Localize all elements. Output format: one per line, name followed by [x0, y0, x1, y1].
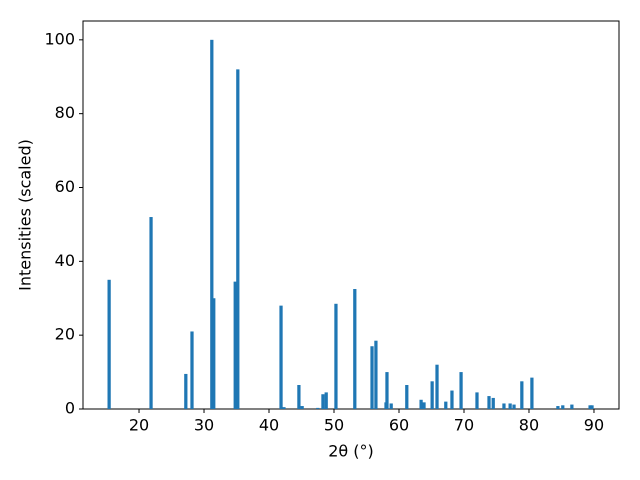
bar [419, 399, 423, 409]
bar [570, 404, 574, 409]
bar [233, 281, 237, 409]
x-tick-label: 30 [194, 416, 214, 435]
y-tick-label: 100 [44, 29, 75, 48]
bar [430, 381, 434, 409]
bar [520, 381, 524, 409]
bar [590, 405, 594, 409]
bar [450, 390, 454, 409]
bar [236, 69, 240, 409]
bar [435, 364, 439, 409]
plot-frame [82, 20, 620, 410]
bar [508, 403, 512, 409]
bar [149, 217, 153, 409]
bar [370, 346, 374, 409]
bar [512, 404, 516, 409]
bar [321, 394, 325, 409]
x-tick-label: 70 [454, 416, 474, 435]
x-tick-label: 90 [584, 416, 604, 435]
x-tick-label: 40 [259, 416, 279, 435]
bar [444, 401, 448, 409]
bar [212, 298, 216, 409]
bar [588, 405, 592, 409]
bar [422, 402, 426, 409]
bar [491, 397, 495, 409]
bar [561, 405, 565, 409]
bar [530, 377, 534, 409]
y-tick-label: 80 [55, 103, 75, 122]
bar [487, 396, 491, 409]
bar [190, 331, 194, 409]
bar [405, 385, 409, 409]
bar [556, 406, 560, 409]
bar [324, 392, 328, 409]
bar [279, 305, 283, 409]
bar [184, 373, 188, 409]
y-tick-label: 0 [65, 399, 75, 418]
y-axis-label: Intensities (scaled) [16, 139, 35, 291]
y-tick-label: 60 [55, 177, 75, 196]
x-tick-label: 60 [389, 416, 409, 435]
bar [353, 289, 357, 409]
x-axis-label: 2θ (°) [328, 442, 374, 461]
bar [282, 407, 286, 409]
x-tick-label: 50 [324, 416, 344, 435]
bar [389, 403, 393, 409]
x-tick-label: 80 [519, 416, 539, 435]
bar [374, 340, 378, 409]
bar [297, 385, 301, 409]
x-tick-label: 20 [129, 416, 149, 435]
bar [300, 406, 304, 409]
bar [210, 39, 214, 409]
bar [316, 407, 320, 409]
bar [334, 303, 338, 409]
bar [475, 392, 479, 409]
y-tick-label: 20 [55, 325, 75, 344]
bar [385, 372, 389, 409]
y-tick-label: 40 [55, 251, 75, 270]
bar [107, 279, 111, 409]
bar [502, 403, 506, 409]
bar [459, 372, 463, 409]
